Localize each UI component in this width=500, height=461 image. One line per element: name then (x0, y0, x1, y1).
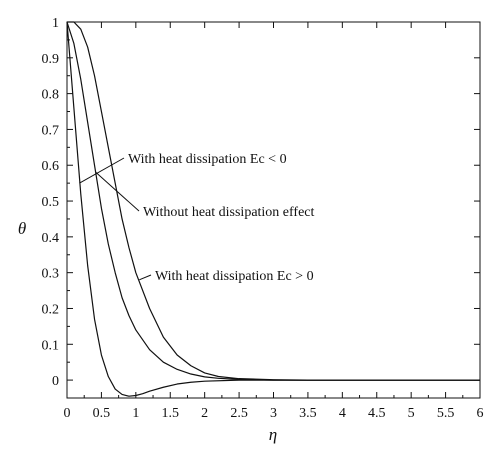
x-tick-label: 1.5 (162, 406, 180, 421)
series-line-2 (67, 21, 480, 381)
y-tick-label: 0 (52, 374, 59, 389)
x-tick-label: 0 (64, 406, 71, 421)
y-tick-label: 0.2 (42, 302, 60, 317)
x-axis-label: η (269, 425, 277, 444)
x-ticks: 0 0.5 1 1.5 2 2.5 3 3.5 4 4.5 5 5.5 6 (64, 22, 484, 421)
annotation-leader (95, 172, 140, 212)
x-tick-label: 3.5 (299, 406, 317, 421)
series-line-1 (66, 21, 480, 381)
y-tick-label: 0.7 (42, 123, 60, 138)
x-tick-label: 2 (201, 406, 208, 421)
series-lines (66, 21, 480, 397)
x-tick-label: 4.5 (368, 406, 386, 421)
annotation-label: Without heat dissipation effect (143, 205, 315, 220)
y-tick-label: 0.3 (42, 267, 60, 282)
y-axis-label: θ (18, 219, 26, 238)
annotation-leader (139, 274, 152, 281)
annotation-label: With heat dissipation Ec < 0 (128, 152, 287, 167)
x-tick-label: 2.5 (230, 406, 248, 421)
y-tick-label: 1 (52, 16, 59, 31)
x-tick-label: 5.5 (437, 406, 455, 421)
x-tick-label: 4 (339, 406, 346, 421)
x-tick-label: 0.5 (93, 406, 111, 421)
x-tick-label: 5 (408, 406, 415, 421)
x-tick-label: 1 (132, 406, 139, 421)
y-tick-label: 0.1 (42, 338, 60, 353)
y-tick-label: 0.9 (42, 52, 60, 67)
annotation-leader (79, 157, 125, 184)
y-tick-label: 0.6 (42, 159, 60, 174)
y-ticks: 0 0.1 0.2 0.3 0.4 0.5 0.6 0.7 0.8 0.9 1 (42, 16, 480, 389)
x-tick-label: 6 (477, 406, 484, 421)
y-tick-label: 0.4 (42, 231, 60, 246)
x-tick-label: 3 (270, 406, 277, 421)
annotations: With heat dissipation Ec < 0 Without heat… (79, 152, 315, 284)
annotation-label: With heat dissipation Ec > 0 (155, 269, 314, 284)
y-tick-label: 0.5 (42, 195, 60, 210)
y-tick-label: 0.8 (42, 88, 60, 103)
